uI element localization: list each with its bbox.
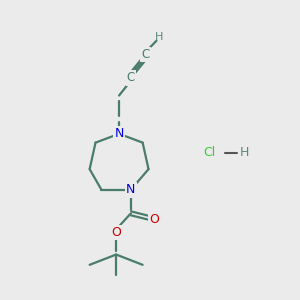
Text: O: O (149, 213, 159, 226)
Text: N: N (126, 183, 136, 196)
Text: O: O (111, 226, 121, 239)
Text: H: H (239, 146, 249, 159)
Text: H: H (154, 32, 163, 42)
Text: N: N (114, 127, 124, 140)
Text: C: C (127, 71, 135, 84)
Text: Cl: Cl (203, 146, 215, 159)
Text: C: C (142, 48, 150, 61)
